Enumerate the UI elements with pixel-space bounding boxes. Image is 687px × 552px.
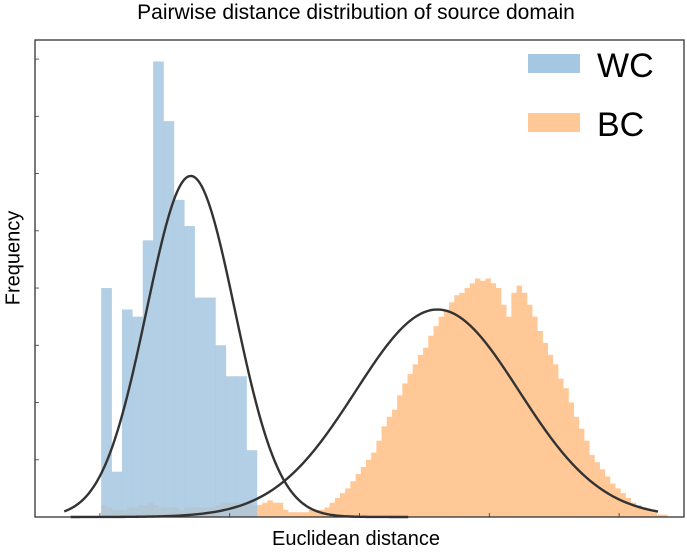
- bc-bar-74: [485, 278, 491, 517]
- bc-bar-30: [256, 505, 263, 517]
- wc-bar-4: [142, 240, 154, 517]
- bc-bar-95: [594, 462, 600, 517]
- wc-bar-8: [184, 226, 195, 517]
- bc-bar-50: [360, 466, 367, 517]
- bc-bar-32: [267, 500, 273, 517]
- wc-bar-2: [121, 309, 133, 517]
- bc-bar-94: [589, 454, 595, 517]
- bc-bar-106: [651, 512, 658, 517]
- wc-bar-12: [225, 376, 237, 517]
- bc-bar-102: [630, 502, 637, 517]
- bc-bar-43: [324, 507, 330, 517]
- bc-bar-37: [293, 512, 299, 517]
- bc-bar-41: [314, 509, 320, 517]
- bc-bar-49: [355, 474, 362, 517]
- bc-bar-67: [449, 302, 455, 517]
- bc-bar-75: [490, 283, 497, 517]
- bc-bar-77: [500, 304, 507, 517]
- bc-bar-90: [568, 402, 574, 517]
- bc-bar-107: [656, 514, 663, 517]
- y-axis-label: Frequency: [2, 210, 25, 306]
- bc-bar-44: [329, 502, 336, 517]
- wc-bar-10: [205, 297, 216, 517]
- bc-bar-79: [511, 292, 517, 517]
- bc-bar-34: [277, 502, 284, 517]
- bc-bar-71: [469, 283, 476, 517]
- axis-ticks-group: [35, 58, 620, 517]
- wc-bar-3: [132, 316, 144, 517]
- bc-bar-69: [459, 292, 465, 517]
- wc-bar-5: [153, 61, 164, 517]
- legend-label-bc: BC: [597, 106, 645, 144]
- wc-bars-group: [101, 61, 258, 518]
- bc-bar-65: [438, 316, 445, 517]
- bc-bar-45: [334, 497, 341, 517]
- bc-bar-40: [308, 509, 315, 517]
- bc-bar-97: [604, 476, 611, 517]
- bc-bar-88: [558, 378, 564, 517]
- bc-bar-47: [345, 488, 351, 517]
- bc-bar-39: [303, 512, 310, 517]
- bc-bar-76: [495, 288, 502, 517]
- bc-bar-55: [386, 416, 393, 517]
- bc-bar-105: [646, 509, 652, 517]
- wc-bar-6: [163, 121, 175, 517]
- bc-bar-59: [407, 373, 414, 517]
- bc-bar-52: [371, 452, 377, 517]
- bc-bar-68: [454, 295, 460, 517]
- bc-bar-57: [397, 395, 403, 517]
- bc-bar-33: [272, 502, 279, 517]
- bc-bar-62: [423, 347, 429, 517]
- legend-swatch-wc: [528, 54, 580, 73]
- chart-title: Pairwise distance distribution of source…: [137, 1, 575, 24]
- bc-bar-66: [443, 309, 450, 517]
- bc-bar-72: [475, 278, 481, 517]
- wc-bar-9: [194, 297, 206, 517]
- bc-bar-100: [620, 493, 626, 517]
- wc-bar-0: [101, 288, 112, 517]
- bc-bar-63: [428, 335, 434, 517]
- bc-bar-64: [433, 326, 439, 517]
- bc-bar-87: [552, 364, 559, 517]
- plot-frame: [34, 39, 685, 518]
- bc-bar-53: [376, 440, 382, 517]
- bc-bar-46: [340, 493, 346, 517]
- bc-bar-38: [298, 512, 304, 517]
- wc-bar-11: [215, 345, 227, 517]
- wc-bar-14: [246, 450, 258, 517]
- wc-bar-1: [111, 471, 123, 517]
- bc-bar-99: [615, 488, 621, 517]
- bc-bar-98: [610, 483, 616, 517]
- bc-bar-108: [661, 514, 668, 517]
- bc-bar-81: [521, 292, 528, 517]
- bc-bar-54: [381, 426, 388, 517]
- bc-bar-56: [391, 409, 398, 517]
- bc-bar-31: [262, 502, 268, 517]
- bc-bar-58: [402, 383, 408, 517]
- bc-bar-96: [599, 469, 606, 517]
- bc-bar-101: [625, 497, 632, 517]
- bc-bar-36: [288, 512, 294, 517]
- bc-bar-60: [412, 364, 419, 517]
- bc-bar-89: [563, 388, 569, 517]
- bc-bar-70: [464, 288, 471, 517]
- bc-bar-48: [350, 481, 356, 517]
- bc-bar-82: [526, 304, 533, 517]
- x-axis-label: Euclidean distance: [272, 528, 440, 550]
- bc-bar-61: [417, 354, 424, 517]
- bc-bar-103: [635, 505, 642, 517]
- bc-bar-78: [506, 316, 512, 517]
- bc-bar-73: [480, 280, 486, 517]
- legend-label-wc: WC: [597, 47, 654, 85]
- bc-bar-80: [516, 285, 523, 517]
- bc-bar-51: [365, 459, 372, 517]
- legend-swatch-bc: [528, 113, 580, 132]
- wc-bar-13: [236, 376, 247, 517]
- bc-bar-104: [641, 507, 647, 517]
- bc-fit-curve: [70, 308, 659, 519]
- legend: [528, 54, 580, 132]
- bc-bar-35: [282, 509, 289, 517]
- wc-bar-7: [173, 199, 185, 518]
